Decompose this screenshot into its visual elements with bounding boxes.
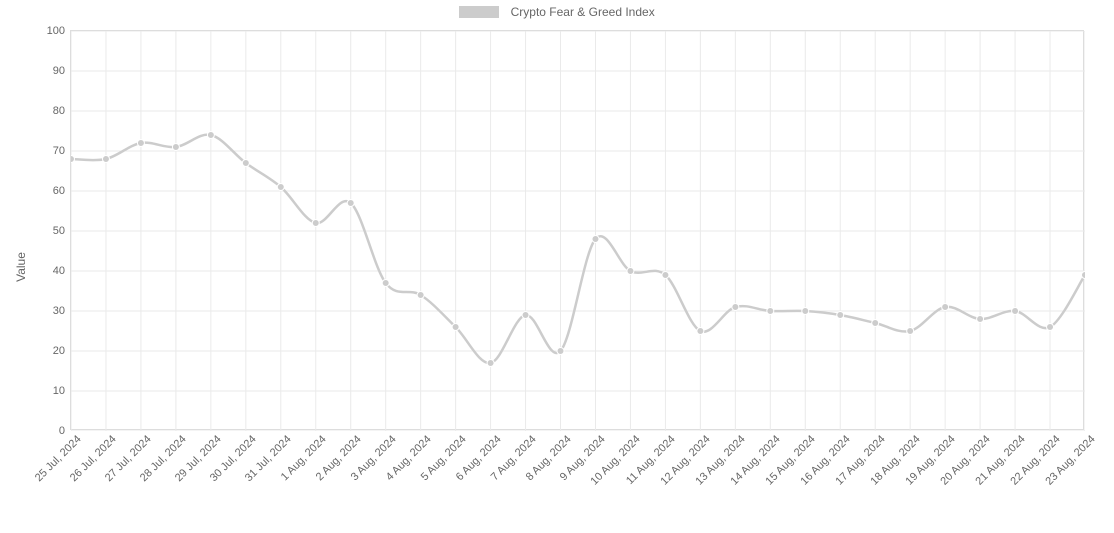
y-tick-label: 90 <box>53 65 71 77</box>
data-point <box>522 312 529 319</box>
data-point <box>347 200 354 207</box>
y-tick-label: 40 <box>53 265 71 277</box>
legend-swatch <box>459 6 499 18</box>
y-tick-label: 100 <box>47 25 71 37</box>
y-tick-label: 60 <box>53 185 71 197</box>
y-tick-label: 10 <box>53 385 71 397</box>
y-tick-label: 30 <box>53 305 71 317</box>
data-point <box>452 324 459 331</box>
y-tick-label: 50 <box>53 225 71 237</box>
data-point <box>242 160 249 167</box>
data-point <box>907 328 914 335</box>
data-point <box>662 272 669 279</box>
chart-svg <box>71 31 1085 431</box>
data-point <box>942 304 949 311</box>
data-point <box>487 360 494 367</box>
data-point <box>592 236 599 243</box>
data-point <box>1012 308 1019 315</box>
data-point <box>872 320 879 327</box>
legend-label: Crypto Fear & Greed Index <box>511 5 655 19</box>
data-point <box>102 156 109 163</box>
data-point <box>382 280 389 287</box>
data-point <box>837 312 844 319</box>
series-line <box>71 135 1085 363</box>
data-point <box>697 328 704 335</box>
data-point <box>1047 324 1054 331</box>
data-point <box>312 220 319 227</box>
data-point <box>207 132 214 139</box>
data-point <box>137 140 144 147</box>
y-tick-label: 70 <box>53 145 71 157</box>
y-axis-label: Value <box>14 252 28 282</box>
plot-area: 010203040506070809010025 Jul, 202426 Jul… <box>70 30 1084 430</box>
data-point <box>172 144 179 151</box>
chart-container: Crypto Fear & Greed Index Value 01020304… <box>0 0 1114 533</box>
data-point <box>732 304 739 311</box>
data-point <box>557 348 564 355</box>
y-tick-label: 80 <box>53 105 71 117</box>
data-point <box>277 184 284 191</box>
data-point <box>802 308 809 315</box>
y-tick-label: 20 <box>53 345 71 357</box>
data-point <box>627 268 634 275</box>
data-point <box>71 156 75 163</box>
data-point <box>417 292 424 299</box>
data-point <box>767 308 774 315</box>
legend: Crypto Fear & Greed Index <box>0 4 1114 19</box>
data-point <box>977 316 984 323</box>
data-point <box>1082 272 1086 279</box>
